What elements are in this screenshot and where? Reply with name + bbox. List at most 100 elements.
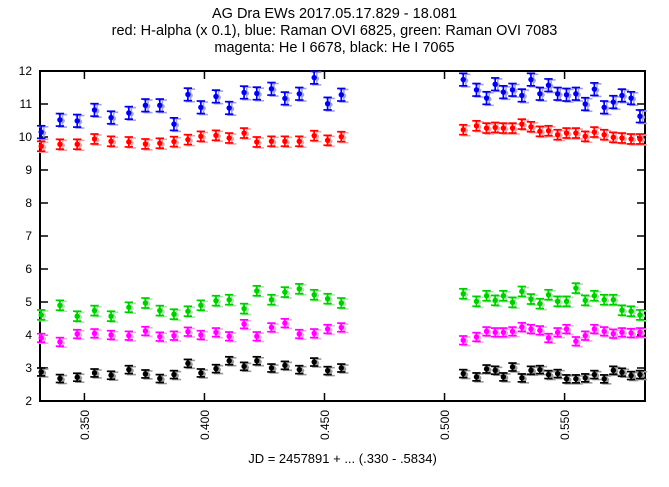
data-point-marker — [241, 130, 247, 136]
data-point-marker — [582, 133, 588, 140]
data-point-marker — [573, 91, 579, 97]
data-point-marker — [254, 358, 260, 364]
data-point-marker — [500, 89, 507, 95]
data-point-marker — [483, 293, 490, 299]
data-point-marker — [500, 125, 507, 131]
data-point-marker — [38, 335, 44, 341]
data-point-marker — [492, 81, 498, 87]
data-point-marker — [591, 86, 598, 92]
data-point-marker — [528, 76, 534, 83]
data-point-marker — [324, 367, 331, 374]
data-point-marker — [91, 107, 98, 113]
data-point-marker — [483, 125, 490, 131]
y-tick-label: 5 — [25, 295, 32, 309]
data-point-marker — [185, 360, 191, 367]
data-point-marker — [126, 110, 132, 116]
data-point-marker — [324, 296, 331, 302]
chart-title-line3: magenta: He I 6678, black: He I 7065 — [214, 40, 455, 56]
data-point-marker — [324, 100, 331, 107]
data-point-marker — [628, 330, 634, 336]
data-point-marker — [226, 105, 232, 111]
y-tick-label: 3 — [25, 361, 32, 375]
data-point-marker — [226, 358, 232, 364]
data-point-marker — [582, 332, 588, 339]
data-point-marker — [74, 118, 80, 124]
data-point-marker — [637, 113, 643, 119]
data-point-marker — [198, 104, 204, 111]
data-point-marker — [628, 372, 634, 379]
data-point-marker — [296, 138, 302, 144]
data-point-marker — [338, 300, 344, 306]
data-point-marker — [338, 324, 344, 331]
y-tick-label: 4 — [25, 328, 32, 342]
data-point-marker — [91, 307, 98, 314]
data-point-marker — [282, 320, 288, 326]
data-point-marker — [108, 372, 114, 378]
data-point-marker — [582, 101, 588, 107]
data-point-marker — [338, 92, 344, 98]
data-point-marker — [91, 370, 98, 376]
data-point-marker — [637, 136, 643, 142]
data-point-marker — [573, 285, 579, 291]
data-point-marker — [296, 286, 302, 292]
data-point-marker — [74, 374, 80, 380]
data-point-marker — [554, 131, 561, 138]
data-point-marker — [519, 121, 525, 127]
y-tick-label: 2 — [25, 394, 32, 408]
data-point-marker — [528, 326, 534, 332]
chart-title-block: AG Dra EWs 2017.05.17.829 - 18.081 red: … — [0, 6, 669, 57]
data-point-marker — [296, 331, 302, 337]
data-point-marker — [254, 90, 260, 97]
data-point-marker — [460, 76, 466, 83]
data-point-marker — [324, 326, 331, 332]
data-point-marker — [38, 369, 44, 375]
data-point-marker — [610, 134, 617, 141]
data-point-marker — [483, 328, 490, 335]
y-tick-label: 9 — [25, 163, 32, 177]
data-point-marker — [126, 332, 132, 339]
data-point-marker — [545, 128, 552, 134]
data-point-marker — [528, 124, 534, 130]
data-point-marker — [198, 133, 204, 140]
data-point-marker — [483, 95, 490, 101]
data-point-marker — [142, 371, 149, 377]
chart-title-line1: AG Dra EWs 2017.05.17.829 - 18.081 — [211, 6, 458, 22]
x-tick-label: 0.350 — [78, 410, 92, 440]
y-tick-label: 6 — [25, 262, 32, 276]
data-point-marker — [241, 321, 247, 327]
data-point-marker — [519, 92, 525, 99]
data-point-marker — [171, 332, 177, 339]
x-tick-label: 0.400 — [198, 410, 212, 440]
data-point-marker — [473, 298, 480, 305]
data-point-marker — [509, 87, 516, 93]
data-point-marker — [519, 324, 525, 330]
data-point-marker — [108, 138, 114, 144]
data-point-marker — [492, 329, 498, 336]
data-point-marker — [268, 86, 275, 92]
data-point-marker — [108, 332, 114, 338]
data-point-marker — [38, 312, 44, 318]
data-point-marker — [601, 296, 607, 303]
data-point-marker — [573, 376, 579, 382]
data-point-marker — [91, 136, 98, 142]
data-point-marker — [171, 311, 177, 317]
data-point-marker — [619, 135, 625, 141]
data-point-marker — [268, 324, 275, 331]
data-point-marker — [198, 332, 204, 338]
x-tick-label: 0.450 — [318, 410, 332, 440]
data-point-marker — [554, 91, 561, 97]
data-point-marker — [582, 375, 588, 381]
data-point-marker — [545, 335, 552, 341]
data-point-marker — [509, 299, 516, 306]
data-point-marker — [500, 329, 507, 336]
data-point-marker — [545, 371, 552, 378]
data-point-marker — [171, 371, 177, 378]
data-point-marker — [573, 338, 579, 344]
data-point-marker — [213, 132, 219, 139]
data-point-marker — [528, 296, 534, 302]
data-point-marker — [324, 137, 331, 143]
data-point-marker — [537, 300, 543, 307]
data-point-marker — [213, 297, 219, 304]
data-point-marker — [473, 123, 480, 129]
